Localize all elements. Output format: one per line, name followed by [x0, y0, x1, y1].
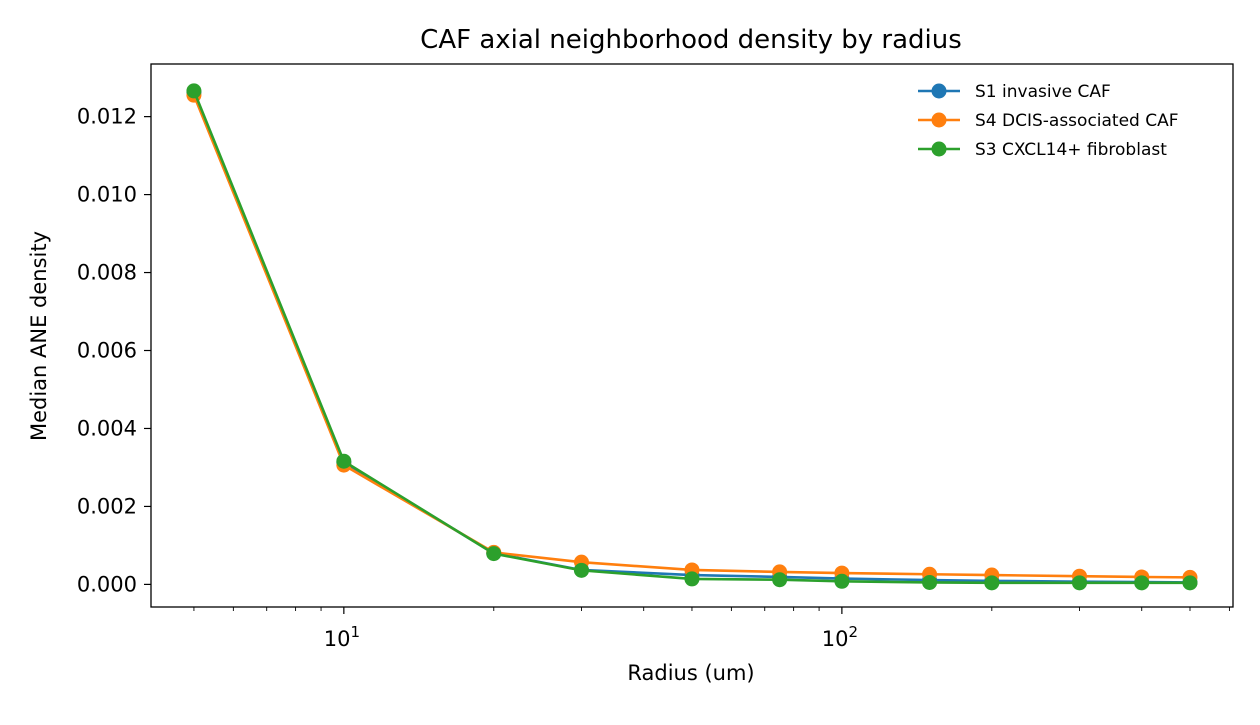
- y-tick-label: 0.006: [77, 339, 137, 363]
- series-3-point: [772, 572, 788, 588]
- legend-label: S3 CXCL14+ fibroblast: [975, 140, 1167, 160]
- y-tick-label: 0.010: [77, 183, 137, 207]
- chart-title: CAF axial neighborhood density by radius: [420, 25, 962, 55]
- series-3-point: [573, 562, 589, 578]
- legend-swatch-marker: [931, 83, 947, 99]
- y-tick-label: 0.012: [77, 105, 137, 129]
- series-3-point: [1134, 575, 1150, 591]
- x-axis-label: Radius (um): [627, 661, 754, 685]
- series-3-point: [336, 453, 352, 469]
- legend-label: S1 invasive CAF: [975, 82, 1111, 102]
- y-tick-label: 0.002: [77, 494, 137, 518]
- x-tick-label: 101: [324, 623, 360, 651]
- series-3-point: [684, 571, 700, 587]
- y-axis-label: Median ANE density: [27, 231, 51, 441]
- y-tick-label: 0.004: [77, 416, 137, 440]
- series-line-1: [192, 91, 1191, 584]
- series-3-point: [922, 574, 938, 590]
- series-3-point: [1072, 575, 1088, 591]
- y-tick-label: 0.000: [77, 572, 137, 596]
- series-3-point: [984, 575, 1000, 591]
- legend-swatch-marker: [931, 141, 947, 157]
- legend-swatch-marker: [931, 112, 947, 128]
- y-tick-label: 0.008: [77, 261, 137, 285]
- legend-label: S4 DCIS-associated CAF: [975, 111, 1179, 131]
- series-3-point: [486, 546, 502, 562]
- series-3-point: [186, 83, 202, 99]
- x-tick-label: 102: [822, 623, 858, 651]
- plot-area: 0.000 0.002 0.004 0.006 0.008 0.010 0.012 101 10…: [77, 63, 1234, 651]
- legend: S1 invasive CAF S4 DCIS-associated CAF S3 …: [918, 82, 1179, 160]
- series-3-point: [834, 573, 850, 589]
- series-3-point: [1182, 575, 1198, 591]
- series-line-3: [192, 90, 1190, 585]
- series-line-2: [192, 94, 1191, 579]
